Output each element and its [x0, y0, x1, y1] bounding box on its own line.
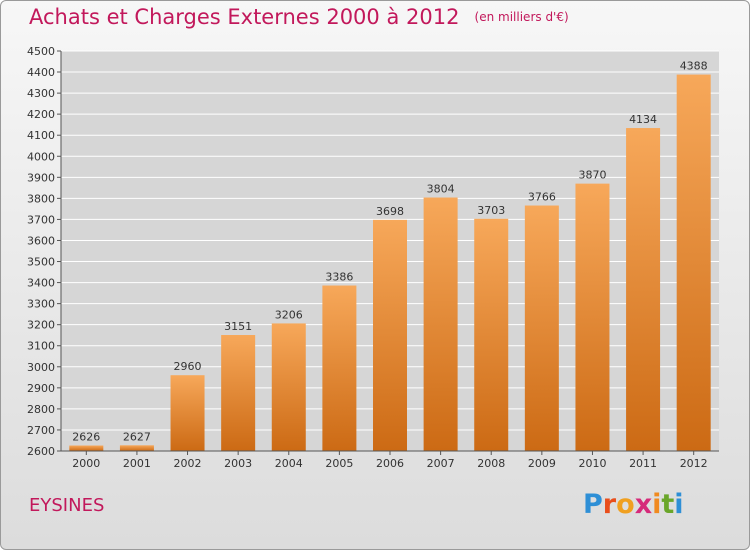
bar — [626, 128, 661, 451]
bar-value-label: 3151 — [224, 320, 252, 333]
bar-value-label: 4134 — [629, 113, 657, 126]
logo-letter: i — [652, 489, 662, 520]
y-tick-label: 2600 — [27, 445, 55, 458]
bar-value-label: 3766 — [528, 191, 556, 204]
x-tick-label: 2009 — [528, 457, 556, 470]
y-tick-label: 3800 — [27, 192, 55, 205]
bar-value-label: 3804 — [427, 183, 455, 196]
y-tick-label: 4000 — [27, 150, 55, 163]
chart-title: Achats et Charges Externes 2000 à 2012 — [29, 5, 460, 29]
x-tick-label: 2002 — [174, 457, 202, 470]
bar-value-label: 3870 — [578, 169, 606, 182]
y-tick-label: 4100 — [27, 129, 55, 142]
bars — [69, 74, 711, 451]
bar-value-label: 3698 — [376, 205, 404, 218]
x-tick-label: 2012 — [680, 457, 708, 470]
y-tick-label: 3000 — [27, 361, 55, 374]
logo-letter: i — [674, 489, 684, 520]
y-tick-label: 3300 — [27, 298, 55, 311]
bar — [524, 205, 559, 451]
logo-letter: o — [616, 489, 635, 520]
x-tick-label: 2006 — [376, 457, 404, 470]
x-tick-label: 2010 — [578, 457, 606, 470]
y-tick-label: 3500 — [27, 256, 55, 269]
y-tick-label: 2800 — [27, 403, 55, 416]
bar — [373, 219, 407, 451]
bar-value-label: 2960 — [174, 360, 202, 373]
bar — [423, 197, 458, 451]
bar — [271, 323, 306, 451]
y-tick-label: 3600 — [27, 234, 55, 247]
x-tick-label: 2004 — [275, 457, 303, 470]
logo-letter: t — [661, 489, 675, 520]
bar — [221, 335, 256, 451]
x-tick-label: 2000 — [72, 457, 100, 470]
bar-value-label: 3703 — [477, 204, 505, 217]
y-tick-label: 2700 — [27, 424, 55, 437]
bar — [69, 445, 104, 451]
labels: 2600 2700 2800 2900 3000 3100 3200 3300 3400 3500… — [27, 45, 708, 470]
y-tick-label: 3400 — [27, 277, 55, 290]
bar-value-label: 2627 — [123, 430, 151, 443]
proxiti-logo[interactable]: Proxiti — [583, 489, 684, 520]
bar — [474, 218, 509, 451]
bar-value-label: 4388 — [680, 60, 708, 73]
bar — [119, 445, 154, 451]
logo-letter: P — [583, 489, 603, 520]
x-tick-label: 2005 — [325, 457, 353, 470]
y-tick-label: 4200 — [27, 108, 55, 121]
chart-unit: (en milliers d'€) — [474, 10, 569, 24]
y-tick-label: 4300 — [27, 87, 55, 100]
y-tick-label: 4500 — [27, 45, 55, 58]
y-tick-label: 3900 — [27, 171, 55, 184]
x-tick-label: 2007 — [427, 457, 455, 470]
y-tick-label: 4400 — [27, 66, 55, 79]
x-tick-label: 2003 — [224, 457, 252, 470]
axes — [57, 50, 719, 455]
bar-value-label: 3206 — [275, 308, 303, 321]
bar — [322, 285, 357, 451]
title-row: Achats et Charges Externes 2000 à 2012 (… — [29, 5, 569, 29]
bar — [676, 74, 711, 451]
town-name: EYSINES — [29, 495, 105, 516]
logo-letter: x — [634, 489, 653, 520]
bar-value-label: 3386 — [325, 271, 353, 284]
x-tick-label: 2001 — [123, 457, 151, 470]
x-tick-label: 2011 — [629, 457, 657, 470]
bar — [170, 375, 205, 451]
bar — [575, 183, 610, 451]
logo-letter: r — [602, 489, 617, 520]
y-tick-label: 3100 — [27, 340, 55, 353]
y-tick-label: 3200 — [27, 319, 55, 332]
y-tick-label: 3700 — [27, 213, 55, 226]
bar-value-label: 2626 — [72, 431, 100, 444]
x-tick-label: 2008 — [477, 457, 505, 470]
y-tick-label: 2900 — [27, 382, 55, 395]
